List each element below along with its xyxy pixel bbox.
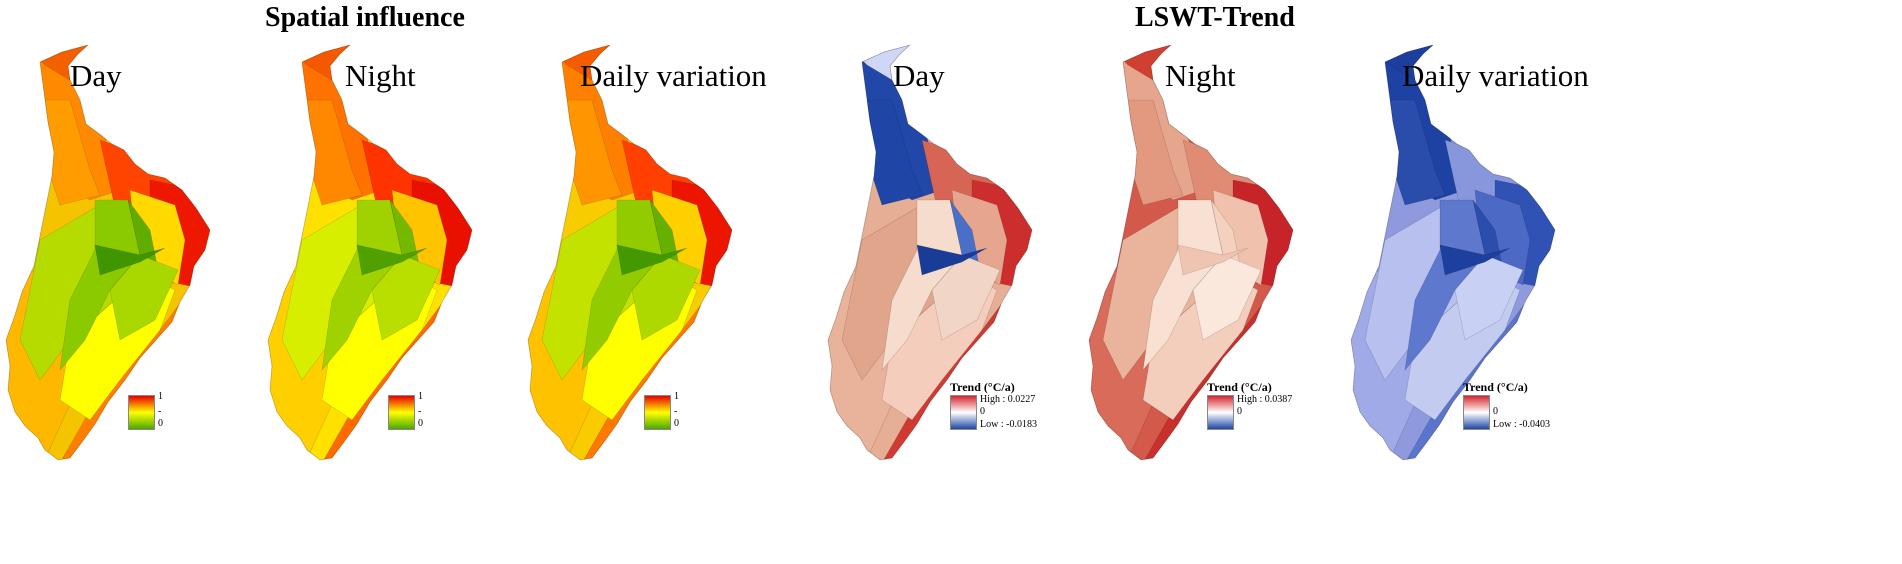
legend-color-ramp: [1207, 395, 1234, 430]
lake-map: [5, 44, 211, 461]
map-panel-5: [1083, 40, 1383, 564]
map-panel-2: [262, 40, 562, 564]
map-panel-1: [0, 40, 300, 564]
lake-outline: [5, 44, 211, 461]
legend-low: Low : -0.0403: [1493, 419, 1550, 430]
zone-inner-south: [631, 254, 701, 341]
spatial-influence-title: Spatial influence: [265, 2, 465, 33]
legend-min: 0: [158, 418, 163, 429]
legend-max: 1: [674, 391, 679, 402]
map-panel-3: [522, 40, 822, 564]
legend-zero: 0: [1493, 406, 1498, 417]
lake-outline: [827, 44, 1033, 461]
zone-inner-south: [371, 254, 441, 341]
map-panel-6: [1345, 40, 1645, 564]
zone-center: [916, 244, 988, 276]
zone-inner-south: [1192, 254, 1262, 341]
legend-zero: 0: [980, 406, 985, 417]
zone-center: [616, 244, 688, 276]
panel-label: Night: [1165, 58, 1236, 93]
legend-mid: -: [674, 406, 678, 417]
legend-min: 0: [418, 418, 423, 429]
legend-mid: -: [418, 406, 422, 417]
legend-title: Trend (°C/a): [950, 380, 1015, 394]
legend-color-ramp: [644, 395, 671, 430]
zone-inner-south: [931, 254, 1001, 341]
panel-label: Daily variation: [580, 58, 767, 93]
zone-center: [1439, 244, 1511, 276]
legend-max: 1: [158, 391, 163, 402]
map-panel-4: [822, 40, 1122, 564]
lake-map: [1088, 44, 1294, 461]
lake-outline: [527, 44, 733, 461]
legend-title: Trend (°C/a): [1207, 380, 1272, 394]
zone-inner-south: [1454, 254, 1524, 341]
lake-outline: [267, 44, 473, 461]
legend-low: Low : -0.0183: [980, 419, 1037, 430]
zone-center: [94, 244, 166, 276]
legend-mid: -: [158, 406, 162, 417]
zone-center: [356, 244, 428, 276]
lake-map: [827, 44, 1033, 461]
panel-label: Night: [345, 58, 416, 93]
lake-map: [1350, 44, 1556, 461]
legend-title: Trend (°C/a): [1463, 380, 1528, 394]
zone-center: [1177, 244, 1249, 276]
panel-label: Day: [70, 58, 122, 93]
lake-outline: [1088, 44, 1294, 461]
panel-label: Daily variation: [1402, 58, 1589, 93]
panel-label: Day: [893, 58, 945, 93]
lswt-trend-title: LSWT-Trend: [1135, 2, 1295, 33]
lake-map: [267, 44, 473, 461]
zone-inner-south: [109, 254, 179, 341]
legend-zero: 0: [1237, 406, 1242, 417]
legend-max: 1: [418, 391, 423, 402]
lake-map: [527, 44, 733, 461]
legend-color-ramp: [950, 395, 977, 430]
legend-color-ramp: [1463, 395, 1490, 430]
legend-high: High : 0.0227: [980, 394, 1036, 405]
legend-high: High : 0.0387: [1237, 394, 1293, 405]
legend-min: 0: [674, 418, 679, 429]
legend-color-ramp: [128, 395, 155, 430]
lake-outline: [1350, 44, 1556, 461]
legend-color-ramp: [388, 395, 415, 430]
